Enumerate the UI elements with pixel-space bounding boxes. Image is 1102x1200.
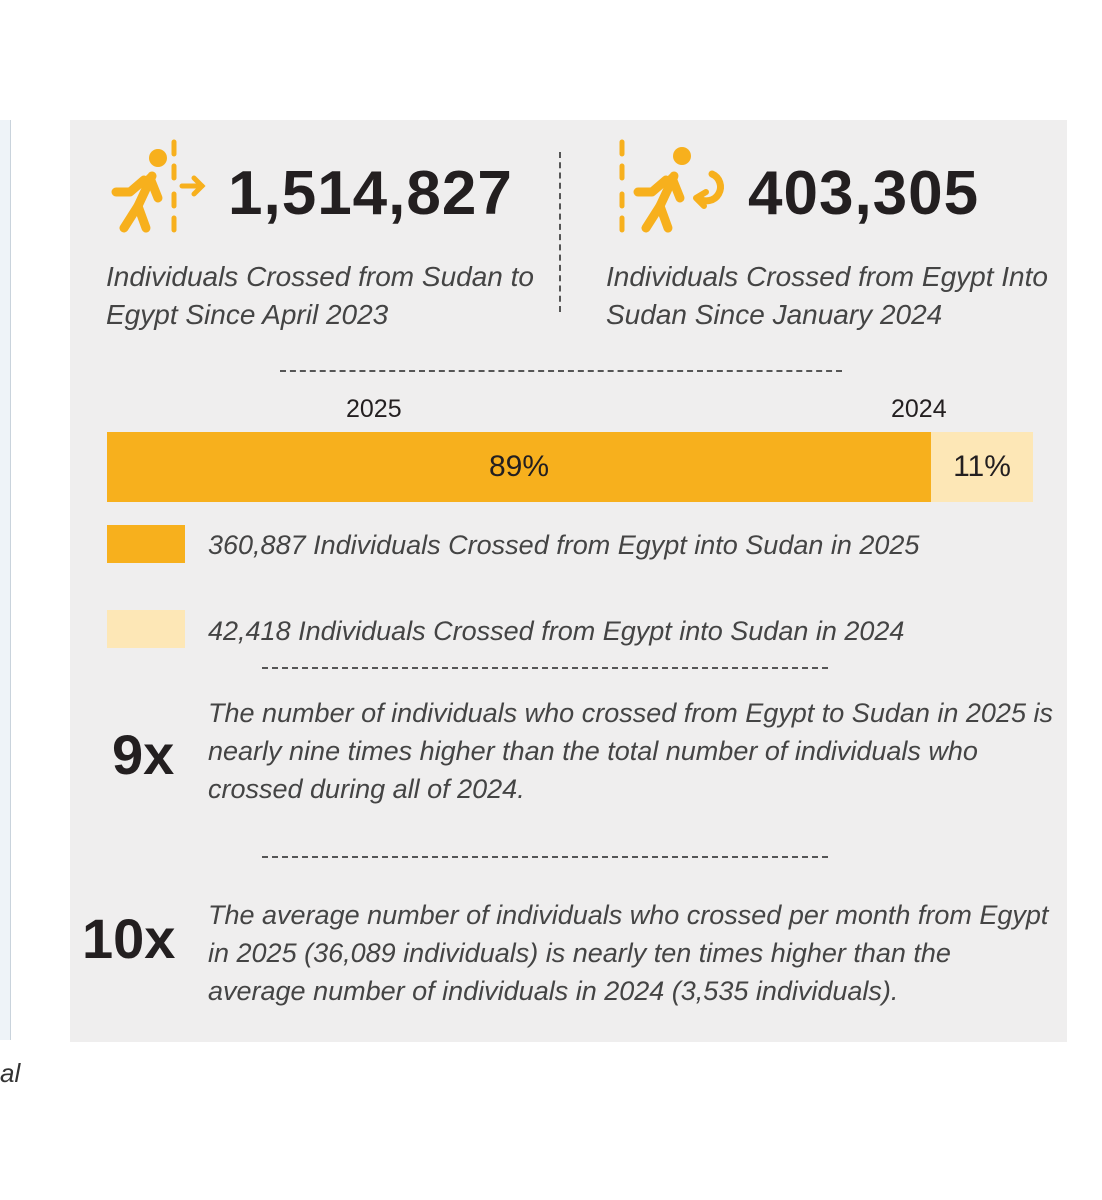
fact-line: crossed during all of 2024. bbox=[208, 774, 525, 804]
infographic-panel bbox=[70, 120, 1067, 1042]
vertical-divider bbox=[559, 152, 561, 312]
bar-segment-2025: 89% bbox=[107, 432, 931, 502]
stat-sudan-to-egypt-desc: Individuals Crossed from Sudan to Egypt … bbox=[106, 258, 534, 334]
stat-egypt-to-sudan-value: 403,305 bbox=[748, 159, 980, 228]
year-label-2024: 2024 bbox=[891, 395, 947, 423]
legend-swatch-2025 bbox=[107, 525, 185, 563]
stat-desc-line: Egypt Since April 2023 bbox=[106, 299, 389, 330]
fact-9x-text: The number of individuals who crossed fr… bbox=[208, 694, 1053, 808]
legend-text-2025: 360,887 Individuals Crossed from Egypt i… bbox=[208, 530, 920, 560]
left-map-fragment bbox=[0, 120, 11, 1040]
divider-bottom bbox=[262, 856, 828, 858]
stat-egypt-to-sudan-desc: Individuals Crossed from Egypt Into Suda… bbox=[606, 258, 1048, 334]
fact-line: average number of individuals in 2024 (3… bbox=[208, 976, 899, 1006]
legend-swatch-2024 bbox=[107, 610, 185, 648]
year-label-2025: 2025 bbox=[346, 395, 402, 423]
divider-top bbox=[280, 370, 842, 372]
bar-label-2024: 11% bbox=[953, 450, 1011, 483]
fact-10x-text: The average number of individuals who cr… bbox=[208, 896, 1048, 1010]
fact-line: in 2025 (36,089 individuals) is nearly t… bbox=[208, 938, 951, 968]
fact-line: nearly nine times higher than the total … bbox=[208, 736, 978, 766]
stat-sudan-to-egypt-value: 1,514,827 bbox=[228, 159, 513, 228]
bar-segment-2024: 11% bbox=[931, 432, 1033, 502]
fact-line: The number of individuals who crossed fr… bbox=[208, 698, 1053, 728]
bar-label-2025: 89% bbox=[488, 450, 550, 483]
divider-middle bbox=[262, 667, 828, 669]
left-text-fragment: al bbox=[0, 1058, 21, 1088]
legend-text-2024: 42,418 Individuals Crossed from Egypt in… bbox=[208, 616, 905, 646]
multiplier-10x: 10x bbox=[82, 907, 176, 970]
stat-desc-line: Individuals Crossed from Egypt Into bbox=[606, 261, 1048, 292]
stat-desc-line: Sudan Since January 2024 bbox=[606, 299, 943, 330]
person-crossing-out-icon bbox=[111, 139, 206, 233]
person-returning-icon bbox=[619, 139, 724, 233]
fact-line: The average number of individuals who cr… bbox=[208, 900, 1049, 930]
multiplier-9x: 9x bbox=[112, 723, 175, 786]
stat-desc-line: Individuals Crossed from Sudan to bbox=[106, 261, 534, 292]
